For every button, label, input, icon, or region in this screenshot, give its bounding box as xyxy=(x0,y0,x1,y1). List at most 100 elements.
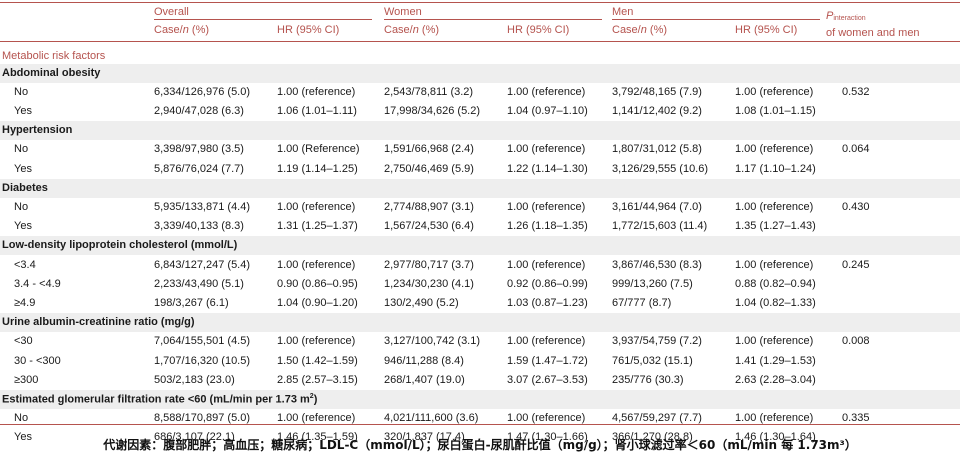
row-label: Yes xyxy=(14,104,32,117)
p-interaction-value: 0.008 xyxy=(842,335,870,348)
p-interaction-value: 0.245 xyxy=(842,258,870,271)
table-row: <3.4 6,843/127,247 (5.4) 1.00 (reference) 2… xyxy=(0,256,960,275)
overall-case: 198/3,267 (6.1) xyxy=(154,296,229,309)
overall-case: 7,064/155,501 (4.5) xyxy=(154,335,251,348)
row-label: 30 - <300 xyxy=(14,354,61,367)
p-interaction-value: 0.430 xyxy=(842,200,870,213)
category-row: Estimated glomerular filtration rate <60… xyxy=(0,389,960,409)
men-hr: 1.00 (reference) xyxy=(735,258,814,271)
row-label: <30 xyxy=(14,335,33,348)
men-hr: 1.00 (reference) xyxy=(735,335,814,348)
table-row: ≥4.9 198/3,267 (6.1) 1.04 (0.90–1.20) 130/2… xyxy=(0,294,960,313)
overall-case: 686/3,107 (22.1) xyxy=(154,431,235,444)
women-case: 1,234/30,230 (4.1) xyxy=(384,277,474,290)
women-case: 17,998/34,626 (5.2) xyxy=(384,104,481,117)
col-overall-case: Case/n (%) xyxy=(154,24,210,36)
col-men-hr: HR (95% CI) xyxy=(735,24,798,36)
table-row: No 6,334/126,976 (5.0) 1.00 (reference) 2,5… xyxy=(0,83,960,102)
overall-hr: 1.46 (1.35–1.59) xyxy=(277,431,358,444)
overall-hr: 1.00 (reference) xyxy=(277,85,356,98)
women-hr: 1.00 (reference) xyxy=(507,412,586,425)
group-men: Men xyxy=(612,6,634,18)
overall-case: 8,588/170,897 (5.0) xyxy=(154,412,251,425)
category-row: Diabetes xyxy=(0,178,960,198)
table-row: No 3,398/97,980 (3.5) 1.00 (Reference) 1,59… xyxy=(0,140,960,159)
men-case: 366/1,270 (28.8) xyxy=(612,431,693,444)
row-label: Yes xyxy=(14,162,32,175)
women-hr: 1.47 (1.30–1.66) xyxy=(507,431,588,444)
women-hr: 1.59 (1.47–1.72) xyxy=(507,354,588,367)
row-label: ≥4.9 xyxy=(14,296,36,309)
women-hr: 0.92 (0.86–0.99) xyxy=(507,277,588,290)
overall-case: 5,876/76,024 (7.7) xyxy=(154,162,244,175)
row-label: Yes xyxy=(14,431,32,444)
men-case: 3,792/48,165 (7.9) xyxy=(612,85,702,98)
group-underline-women xyxy=(384,19,602,20)
women-hr: 1.00 (reference) xyxy=(507,335,586,348)
table-row: <30 7,064/155,501 (4.5) 1.00 (reference) 3,… xyxy=(0,332,960,351)
category-row: Hypertension xyxy=(0,121,960,141)
row-label: No xyxy=(14,412,29,425)
col-p-interaction: Pinteraction of women and men xyxy=(826,10,920,39)
women-hr: 3.07 (2.67–3.53) xyxy=(507,373,588,386)
women-hr: 1.26 (1.18–1.35) xyxy=(507,220,588,233)
row-label: <3.4 xyxy=(14,258,36,271)
bottom-rule xyxy=(0,424,960,425)
men-case: 1,772/15,603 (11.4) xyxy=(612,220,708,233)
row-label: No xyxy=(14,200,29,213)
overall-hr: 0.90 (0.86–0.95) xyxy=(277,277,358,290)
women-case: 3,127/100,742 (3.1) xyxy=(384,335,481,348)
men-hr: 0.88 (0.82–0.94) xyxy=(735,277,816,290)
table-row: 3.4 - <4.9 2,233/43,490 (5.1) 0.90 (0.86–0… xyxy=(0,275,960,294)
category-row: Urine albumin-creatinine ratio (mg/g) xyxy=(0,313,960,333)
women-case: 130/2,490 (5.2) xyxy=(384,296,459,309)
overall-case: 1,707/16,320 (10.5) xyxy=(154,354,251,367)
overall-case: 3,398/97,980 (3.5) xyxy=(154,143,244,156)
men-hr: 1.00 (reference) xyxy=(735,85,814,98)
row-label: Yes xyxy=(14,220,32,233)
men-case: 1,141/12,402 (9.2) xyxy=(612,104,702,117)
overall-hr: 1.31 (1.25–1.37) xyxy=(277,220,358,233)
women-case: 2,750/46,469 (5.9) xyxy=(384,162,474,175)
overall-hr: 1.00 (reference) xyxy=(277,258,356,271)
men-hr: 1.46 (1.30–1.64) xyxy=(735,431,816,444)
row-label: No xyxy=(14,143,29,156)
men-case: 1,807/31,012 (5.8) xyxy=(612,143,702,156)
table-row: 30 - <300 1,707/16,320 (10.5) 1.50 (1.42–1… xyxy=(0,352,960,371)
men-case: 999/13,260 (7.5) xyxy=(612,277,693,290)
p-interaction-value: 0.064 xyxy=(842,143,870,156)
men-hr: 2.63 (2.28–3.04) xyxy=(735,373,816,386)
women-hr: 1.00 (reference) xyxy=(507,200,586,213)
overall-case: 5,935/133,871 (4.4) xyxy=(154,200,251,213)
women-hr: 1.00 (reference) xyxy=(507,258,586,271)
row-label: ≥300 xyxy=(14,373,39,386)
men-hr: 1.41 (1.29–1.53) xyxy=(735,354,816,367)
men-hr: 1.08 (1.01–1.15) xyxy=(735,104,816,117)
overall-hr: 1.00 (reference) xyxy=(277,200,356,213)
table-row: No 5,935/133,871 (4.4) 1.00 (reference) 2,7… xyxy=(0,198,960,217)
overall-hr: 1.04 (0.90–1.20) xyxy=(277,296,358,309)
table-row: ≥300 503/2,183 (23.0) 2.85 (2.57–3.15) 268/… xyxy=(0,371,960,390)
overall-hr: 1.50 (1.42–1.59) xyxy=(277,354,358,367)
men-case: 67/777 (8.7) xyxy=(612,296,672,309)
category-name: Low-density lipoprotein cholesterol (mmo… xyxy=(2,239,238,252)
women-case: 4,021/111,600 (3.6) xyxy=(384,412,479,425)
overall-hr: 2.85 (2.57–3.15) xyxy=(277,373,358,386)
p-interaction-value: 0.532 xyxy=(842,85,870,98)
men-hr: 1.04 (0.82–1.33) xyxy=(735,296,816,309)
category-name: Diabetes xyxy=(2,181,48,194)
women-case: 268/1,407 (19.0) xyxy=(384,373,465,386)
men-case: 3,126/29,555 (10.6) xyxy=(612,162,709,175)
category-row: Abdominal obesity xyxy=(0,63,960,83)
overall-hr: 1.00 (Reference) xyxy=(277,143,360,156)
men-hr: 1.00 (reference) xyxy=(735,412,814,425)
col-men-case: Case/n (%) xyxy=(612,24,668,36)
women-case: 320/1,837 (17.4) xyxy=(384,431,465,444)
overall-hr: 1.06 (1.01–1.11) xyxy=(277,104,357,117)
women-case: 1,591/66,968 (2.4) xyxy=(384,143,474,156)
category-name: Estimated glomerular filtration rate <60… xyxy=(2,392,318,406)
women-hr: 1.22 (1.14–1.30) xyxy=(507,162,588,175)
col-overall-hr: HR (95% CI) xyxy=(277,24,340,36)
overall-case: 503/2,183 (23.0) xyxy=(154,373,235,386)
section-label: Metabolic risk factors xyxy=(2,50,106,62)
